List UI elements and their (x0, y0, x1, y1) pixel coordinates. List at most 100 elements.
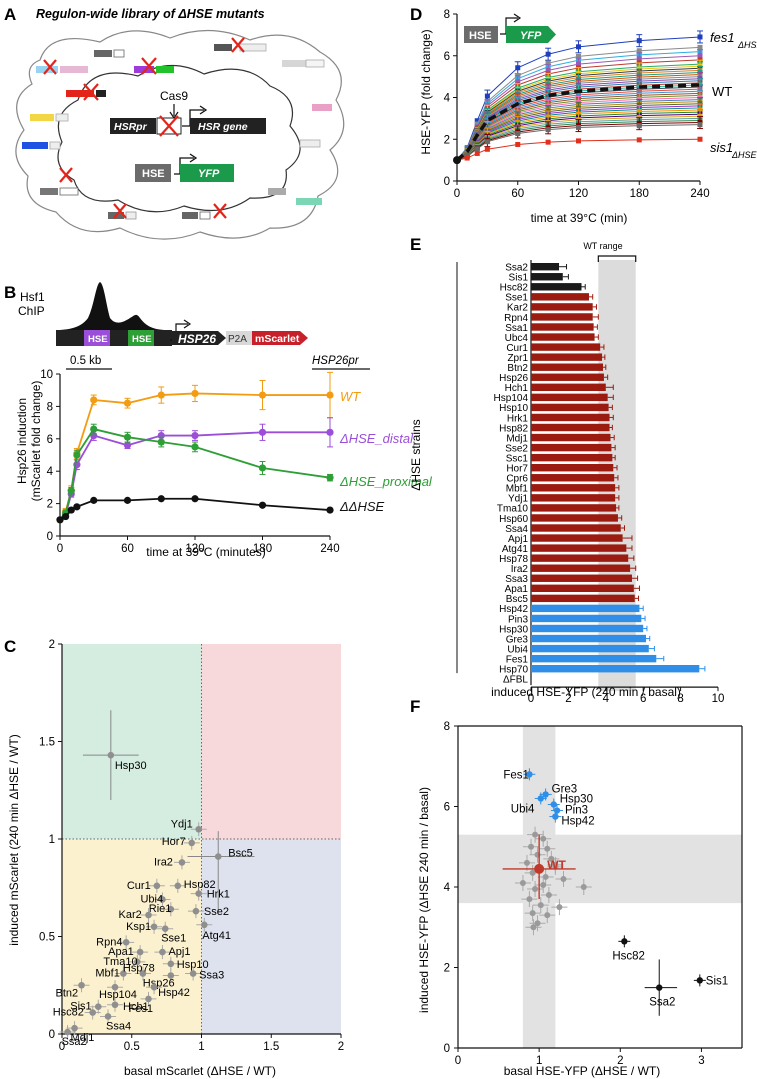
bar (531, 263, 560, 271)
data-point (542, 873, 549, 880)
chart-d-xlabel: time at 39°C (min) (531, 211, 628, 225)
y-tick-label: 0 (47, 531, 53, 543)
wt-start-point (453, 156, 461, 165)
data-point (697, 44, 703, 50)
data-point (528, 843, 535, 850)
label-fes1: fes1 (710, 30, 735, 45)
chart-e-xlabel: induced HSE-YFP (240 min / basal) (491, 685, 681, 699)
data-point (552, 861, 559, 868)
x-tick-label: 240 (320, 543, 339, 555)
point-label: Hsp26 (143, 978, 175, 990)
bar (531, 313, 593, 321)
x-tick-label: 1.5 (263, 1041, 279, 1053)
y-tick-label: 2 (47, 499, 53, 511)
x-tick-label: 2 (617, 1055, 623, 1067)
data-point (545, 139, 551, 145)
data-point (139, 970, 147, 977)
point-label: Hor7 (162, 836, 186, 848)
hse-box-a (135, 164, 171, 182)
bar-label: Ssa2 (505, 263, 528, 274)
shaded-band-y (458, 834, 742, 904)
point-label: Tma10 (103, 956, 137, 968)
chart-b-ylabel-1: Hsp26 induction (15, 398, 29, 484)
point-label: Sse1 (161, 933, 186, 945)
data-point (697, 136, 703, 142)
y-tick-label: 6 (47, 434, 53, 446)
data-point (515, 141, 521, 147)
bar (531, 393, 608, 402)
panel-a-title: Regulon-wide library of ΔHSE mutants (36, 7, 265, 21)
chart-c-ylabel: induced mScarlet (240 min ΔHSE / WT) (7, 734, 21, 945)
panel-c: C 0 0.5 1 1.5 2 0 0.5 1 1.5 2 Hsp30 Ydj1 Hor7 Bsc5 Ira… (4, 637, 344, 1078)
x-tick-label: 120 (569, 188, 588, 200)
data-point (636, 48, 642, 54)
chip-label-line1: Hsf1 (20, 290, 45, 304)
point-label: Rpn4 (96, 936, 122, 948)
data-point (326, 474, 334, 482)
point-label: Hsp104 (99, 989, 137, 1001)
data-point (153, 882, 161, 890)
label-wt-d: WT (712, 84, 732, 99)
yfp-label-a: YFP (198, 168, 220, 180)
point-label: Hsp78 (123, 963, 155, 975)
bar-label: Ssa1 (505, 323, 528, 334)
hse-deletion-x (159, 115, 179, 137)
bar (531, 353, 603, 361)
chart-b-ylabel-2: (mScarlet fold change) (29, 381, 43, 502)
chart-d-ylabel: HSE-YFP (fold change) (419, 29, 433, 154)
y-tick-label: 1 (49, 834, 55, 846)
data-point (523, 859, 530, 866)
data-point (636, 137, 642, 143)
bar (531, 514, 618, 522)
data-point (90, 425, 98, 433)
x-tick-label: 1 (536, 1055, 542, 1067)
data-point (484, 146, 490, 152)
data-point (526, 896, 533, 903)
wt-curve (455, 83, 701, 162)
bar (531, 443, 612, 452)
y-tick-label: 2 (444, 134, 450, 146)
bar (531, 564, 631, 572)
series-line-2 (59, 428, 331, 521)
data-point (258, 391, 267, 399)
data-point (576, 44, 581, 50)
data-point (544, 845, 551, 852)
data-point (326, 506, 334, 514)
bar (531, 594, 635, 603)
hsp26-gene-box (172, 331, 226, 345)
bar-label: Hsp78 (499, 554, 528, 565)
bar (531, 453, 613, 462)
data-point (621, 938, 628, 945)
point-label: Mdj1 (71, 1032, 95, 1044)
panel-e-letter: E (410, 235, 421, 254)
bar (531, 474, 615, 482)
bar-label: Apj1 (508, 534, 528, 545)
point-label: Ubi4 (140, 893, 163, 905)
data-point (134, 958, 141, 966)
x-tick-label: 6 (640, 693, 646, 705)
point-label: Hsp10 (177, 959, 209, 971)
data-point (530, 924, 537, 931)
data-point (145, 911, 152, 919)
legend-entry: ΔHSE_proximal (339, 474, 433, 489)
data-point (191, 389, 199, 398)
data-point (697, 53, 703, 59)
x-tick-label: 3 (698, 1055, 704, 1067)
chart-c-xlabel: basal mScarlet (ΔHSE / WT) (124, 1064, 276, 1078)
y-tick-label: 4 (444, 882, 451, 894)
yfp-box-d (506, 26, 556, 43)
point-label: Gre3 (552, 783, 578, 795)
x-tick-label: 10 (712, 693, 725, 705)
bar (531, 584, 634, 592)
bar-label: Hsp10 (499, 403, 528, 414)
label-sis1-sub: ΔHSE (731, 150, 757, 160)
data-point (529, 869, 536, 876)
x-tick-label: 2 (565, 693, 571, 705)
data-point (556, 904, 563, 911)
y-tick-label: 0 (444, 1043, 450, 1055)
point-label: Fes1 (503, 769, 529, 781)
data-point (474, 146, 480, 152)
point-label: Hsp42 (158, 987, 190, 999)
x-tick-label: 0 (455, 1055, 461, 1067)
